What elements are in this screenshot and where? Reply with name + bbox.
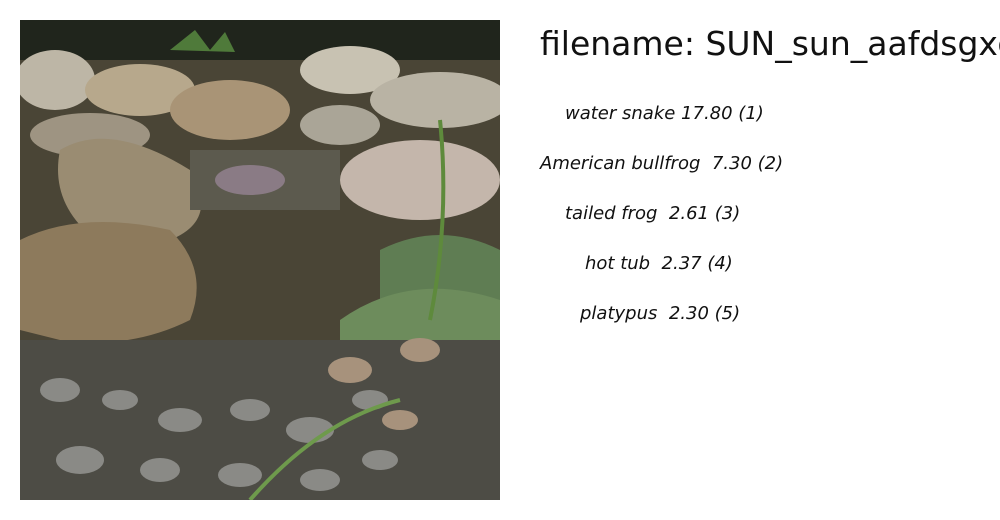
scene-image [20, 20, 500, 500]
prediction-item: water snake 17.80 (1) [565, 103, 764, 124]
prediction-item: American bullfrog 7.30 (2) [540, 153, 784, 174]
stream-photo [20, 20, 500, 500]
prediction-item: hot tub 2.37 (4) [585, 253, 733, 274]
filename-label: filename: SUN_sun_aafdsgxc [540, 24, 1000, 63]
prediction-item: platypus 2.30 (5) [580, 303, 741, 324]
prediction-item: tailed frog 2.61 (3) [565, 203, 741, 224]
